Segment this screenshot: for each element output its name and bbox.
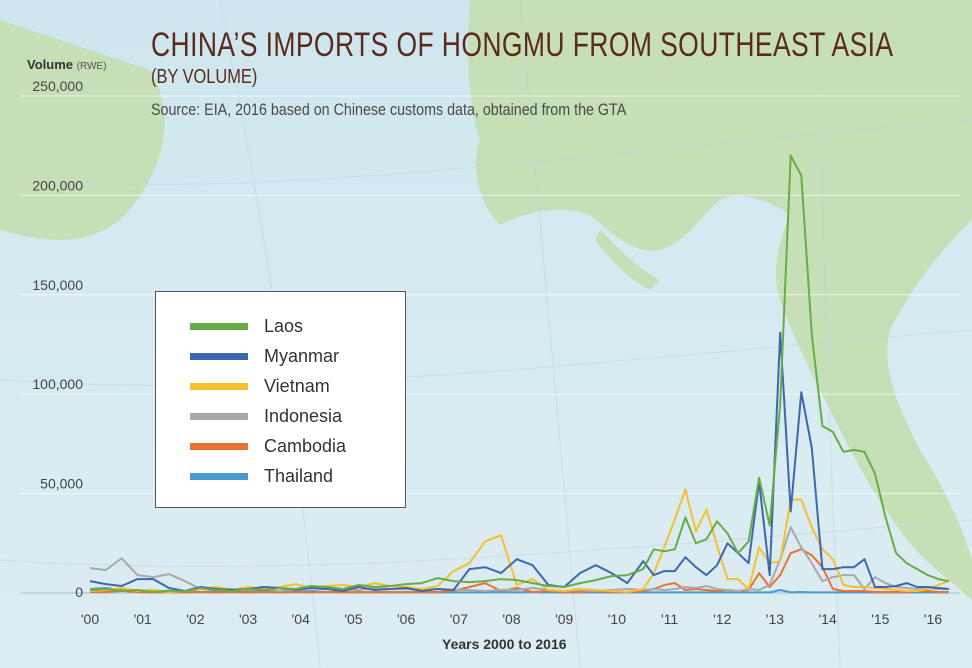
y-tick-label: 250,000 bbox=[32, 78, 83, 94]
legend-swatch-thailand bbox=[190, 472, 248, 480]
series-line-laos bbox=[89, 154, 949, 593]
legend-item-indonesia: Indonesia bbox=[190, 404, 342, 428]
x-tick-label: '13 bbox=[766, 611, 784, 627]
legend-label-thailand: Thailand bbox=[264, 465, 334, 486]
x-axis-label: Years 2000 to 2016 bbox=[442, 636, 567, 652]
legend-swatch-laos bbox=[190, 322, 248, 330]
y-tick-label: 200,000 bbox=[32, 177, 83, 193]
legend-label-laos: Laos bbox=[264, 315, 304, 336]
x-tick-label: '05 bbox=[344, 611, 362, 627]
legend-swatch-cambodia bbox=[190, 442, 248, 450]
y-axis-ticks: 250,000 200,000 150,000 100,000 50,000 0 bbox=[32, 78, 83, 600]
legend-label-myanmar: Myanmar bbox=[264, 345, 340, 366]
x-tick-label: '09 bbox=[555, 611, 573, 627]
legend-label-indonesia: Indonesia bbox=[264, 405, 343, 426]
x-tick-label: '02 bbox=[186, 611, 204, 627]
legend-swatch-indonesia bbox=[190, 412, 248, 420]
y-axis-label: Volume (RWE) bbox=[27, 57, 106, 72]
x-tick-label: '10 bbox=[608, 611, 626, 627]
map-land-aleutians bbox=[595, 230, 660, 290]
x-tick-label: '15 bbox=[871, 611, 889, 627]
legend-item-vietnam: Vietnam bbox=[190, 374, 330, 398]
y-tick-label: 100,000 bbox=[32, 376, 83, 392]
legend-swatch-vietnam bbox=[190, 382, 248, 390]
chart-source: Source: EIA, 2016 based on Chinese custo… bbox=[151, 100, 627, 119]
legend-item-myanmar: Myanmar bbox=[190, 344, 339, 368]
x-tick-label: '16 bbox=[924, 611, 942, 627]
series-lines bbox=[89, 154, 950, 594]
y-tick-label: 50,000 bbox=[40, 476, 83, 492]
x-tick-label: '03 bbox=[239, 611, 257, 627]
map-land-west bbox=[0, 20, 165, 240]
x-tick-label: '07 bbox=[450, 611, 468, 627]
x-tick-label: '04 bbox=[292, 611, 310, 627]
x-tick-label: '12 bbox=[713, 611, 731, 627]
legend-item-thailand: Thailand bbox=[190, 464, 333, 488]
series-line-cambodia bbox=[90, 548, 949, 594]
y-axis-label-text: Volume bbox=[27, 57, 73, 72]
y-axis-unit: (RWE) bbox=[76, 61, 107, 72]
x-tick-label: '01 bbox=[134, 611, 152, 627]
x-tick-label: '00 bbox=[81, 611, 99, 627]
legend-label-cambodia: Cambodia bbox=[264, 435, 347, 456]
legend: Laos Myanmar Vietnam Indonesia Cambodia … bbox=[155, 291, 406, 508]
series-line-myanmar bbox=[89, 331, 949, 592]
y-tick-label: 0 bbox=[75, 584, 83, 600]
x-tick-label: '08 bbox=[502, 611, 520, 627]
chart-subtitle: (BY VOLUME) bbox=[151, 66, 258, 88]
legend-item-laos: Laos bbox=[190, 314, 303, 338]
y-tick-label: 150,000 bbox=[32, 277, 83, 293]
legend-item-cambodia: Cambodia bbox=[190, 434, 346, 458]
x-tick-label: '11 bbox=[661, 611, 678, 627]
x-tick-label: '14 bbox=[819, 611, 837, 627]
legend-label-vietnam: Vietnam bbox=[264, 375, 330, 396]
legend-swatch-myanmar bbox=[190, 352, 248, 360]
map-land-north-america bbox=[468, 0, 972, 600]
x-tick-label: '06 bbox=[397, 611, 415, 627]
chart-title: CHINA’S IMPORTS OF HONGMU FROM SOUTHEAST… bbox=[151, 26, 894, 64]
x-axis-ticks: '00 '01 '02 '03 '04 '05 '06 '07 '08 '09 '10 '11 '12 '… bbox=[81, 611, 942, 627]
